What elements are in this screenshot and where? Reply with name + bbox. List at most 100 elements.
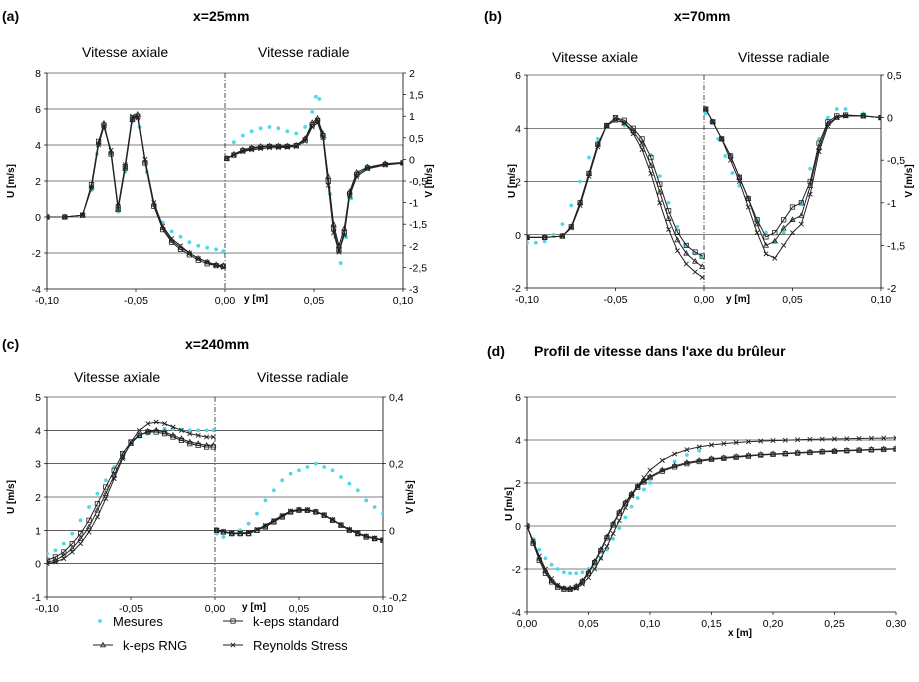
y-tick-label: -4	[32, 284, 41, 296]
series-k-eps-rng	[527, 445, 896, 591]
series-k-eps-standard-point	[699, 253, 705, 259]
series-reynolds-stress-point	[719, 136, 725, 142]
series-mesures-point	[95, 491, 100, 496]
x-tick-label: -0,05	[119, 603, 143, 615]
series-k-eps-rng-point	[794, 449, 801, 455]
series-reynolds-stress-point	[122, 162, 128, 168]
series-reynolds-stress-point	[860, 113, 866, 119]
y2-tick-label: 0,5	[887, 70, 902, 82]
y2-tick-label: -3	[409, 284, 418, 296]
series-k-eps-rng-point	[736, 173, 743, 180]
series-reynolds-stress-point	[162, 421, 168, 427]
series-reynolds-stress-point	[699, 274, 705, 280]
legend-item-k-eps-rng: k-eps RNG	[93, 638, 187, 653]
series-reynolds-stress-point	[561, 585, 567, 591]
series-mesures-point	[703, 111, 708, 116]
y-tick-label: 4	[515, 435, 521, 447]
series-reynolds-stress-point	[807, 191, 813, 197]
x-tick-label: -0,10	[35, 295, 59, 307]
series-k-eps-rng-point	[337, 521, 345, 528]
series-k-eps-rng-point	[309, 119, 316, 125]
series-reynolds-stress-point	[372, 535, 378, 541]
series-k-eps-standard-right	[214, 507, 383, 543]
series-reynolds-stress-point	[275, 145, 281, 151]
series-k-eps-rng-point	[122, 164, 129, 171]
series-k-eps-rng-point	[892, 445, 896, 451]
series-reynolds-stress-point	[745, 439, 751, 445]
y2-tick-label: -1,5	[887, 240, 905, 252]
series-reynolds-stress-point	[214, 527, 220, 533]
series-k-eps-rng-point	[203, 441, 210, 448]
series-reynolds-stress-point	[96, 142, 102, 148]
series-k-eps-rng-point	[843, 446, 850, 453]
series-reynolds-stress-point	[630, 131, 636, 137]
series-reynolds-stress	[527, 435, 896, 592]
series-reynolds-stress-point	[622, 505, 628, 511]
series-reynolds-stress-point	[88, 185, 95, 191]
series-k-eps-rng-point	[819, 447, 826, 454]
legend-item-mesures: Mesures	[98, 614, 163, 629]
series-mesures-point	[322, 465, 327, 469]
series-k-eps-rng-point	[79, 211, 86, 218]
series-reynolds-stress-point	[246, 529, 252, 535]
panel-a-right-section: Vitesse radiale	[258, 44, 350, 60]
panel-a-title: x=25mm	[193, 8, 249, 24]
y2-tick-label: -2,5	[409, 262, 427, 274]
series-reynolds-stress-point	[789, 230, 796, 236]
series-k-eps-standard-point	[86, 517, 92, 523]
series-reynolds-stress-point	[672, 451, 678, 457]
panel-a-left-section: Vitesse axiale	[82, 44, 168, 60]
x-tick-label: -0,10	[35, 603, 59, 615]
series-reynolds-stress-point	[657, 200, 663, 206]
series-k-eps-rng-point	[630, 127, 637, 134]
series-k-eps-rng-point	[610, 520, 617, 527]
series-reynolds-stress-point	[856, 435, 862, 442]
series-reynolds-stress-right	[224, 120, 403, 255]
series-k-eps-rng-point	[169, 431, 177, 438]
series-k-eps-rng-point	[622, 498, 629, 505]
panel-c-plot: -1 0 1 2 3 4 5 -0,2 0 0,2 0,4 -0,10 -0,05 0,00 0,05 0,1…	[6, 392, 416, 615]
series-mesures-point	[355, 488, 360, 493]
series-mesures-point	[560, 222, 565, 227]
series-k-eps-rng-point	[314, 114, 321, 121]
series-reynolds-stress-point	[169, 236, 175, 242]
series-mesures-point	[339, 475, 343, 479]
series-reynolds-stress-point	[878, 115, 881, 121]
series-k-eps-rng-point	[789, 216, 796, 223]
series-reynolds-stress-point	[893, 435, 896, 441]
series-reynolds-stress-point	[347, 193, 353, 199]
series-k-eps-standard-point	[789, 204, 796, 210]
series-k-eps-rng-point	[782, 449, 789, 456]
series-mesures-point	[87, 505, 91, 509]
series-mesures-point	[187, 240, 192, 245]
series-reynolds-stress-point	[52, 559, 58, 565]
panel-a: (a) x=25mm Vitesse axiale Vitesse radial…	[2, 8, 435, 307]
series-k-eps-rng-point	[696, 456, 703, 463]
series-reynolds-stress-point	[363, 533, 369, 539]
y-tick-label: 2	[515, 478, 521, 490]
series-k-eps-rng-point	[699, 263, 706, 269]
series-k-eps-rng-point	[702, 105, 709, 112]
panel-d-gridlines	[527, 396, 896, 570]
series-k-eps-standard-right	[224, 117, 403, 253]
series-reynolds-stress-point	[641, 475, 647, 481]
series-k-eps-rng-point	[346, 526, 353, 532]
series-mesures-point	[666, 200, 671, 205]
series-k-eps-rng-point	[745, 195, 752, 201]
series-reynolds-stress-point	[585, 575, 592, 581]
panel-a-plot: -4 -2 0 2 4 6 8 -3 -2,5 -2 -1,5 -1 -0,5 0 0,5 1 1,5 2 -0,1…	[6, 68, 435, 307]
y-tick-label: 0	[515, 521, 521, 533]
series-reynolds-stress-point	[567, 586, 573, 592]
series-k-eps-rng-point	[856, 446, 863, 453]
series-mesures-right	[214, 461, 383, 539]
panel-b-y2-axis-label: V [m/s]	[904, 164, 915, 197]
legend-marker-reynolds-stress	[223, 642, 243, 648]
series-mesures-point	[834, 107, 839, 111]
y-tick-label: 4	[35, 140, 41, 152]
series-mesures-point	[258, 126, 263, 131]
series-mesures-point	[549, 562, 554, 567]
series-mesures-point	[629, 504, 634, 509]
series-k-eps-standard-point	[648, 154, 654, 161]
series-reynolds-stress-left	[47, 419, 216, 567]
series-reynolds-stress-point	[555, 582, 561, 588]
